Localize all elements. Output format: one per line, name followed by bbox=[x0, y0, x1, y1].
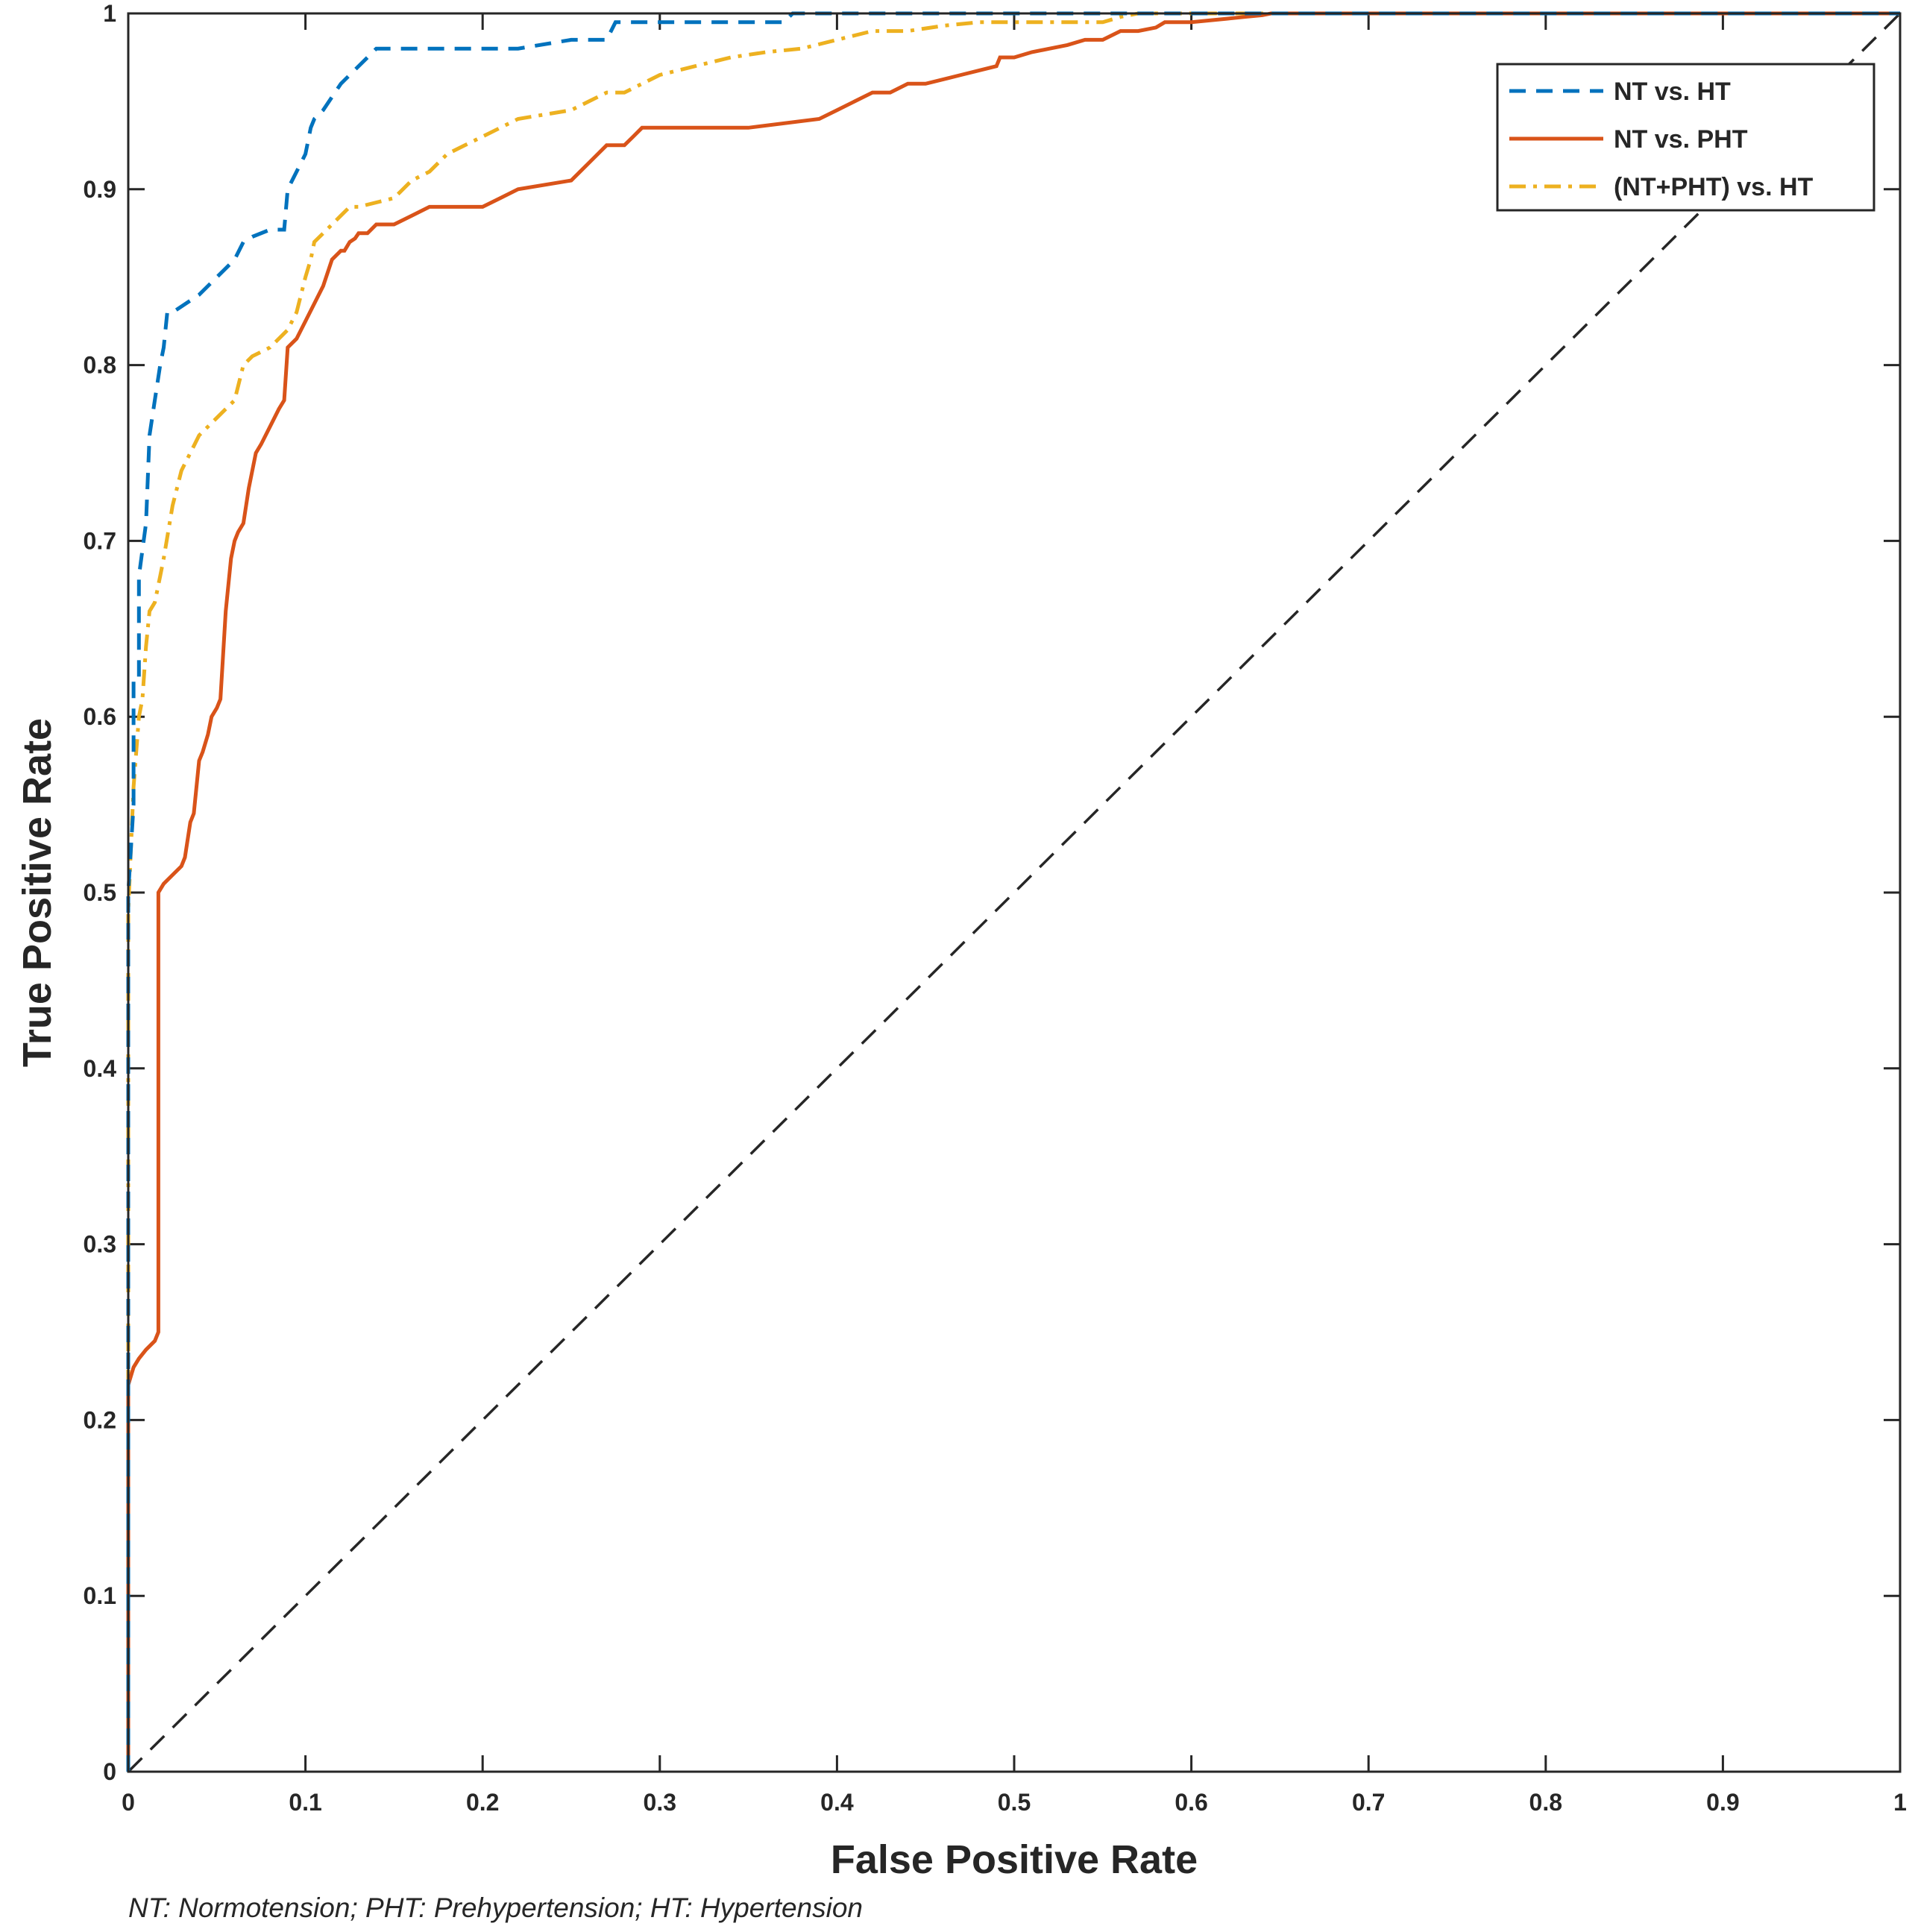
legend-label: (NT+PHT) vs. HT bbox=[1614, 173, 1814, 201]
y-tick-label: 0.2 bbox=[84, 1406, 116, 1433]
y-tick-label: 0.9 bbox=[84, 176, 116, 203]
x-tick-label: 0 bbox=[122, 1789, 135, 1816]
x-tick-label: 0.5 bbox=[998, 1789, 1031, 1816]
x-tick-label: 1 bbox=[1893, 1789, 1907, 1816]
series-line-chance bbox=[127, 12, 1902, 1773]
y-tick-label: 0.7 bbox=[84, 527, 116, 554]
y-tick-label: 0.1 bbox=[84, 1582, 116, 1609]
plot-frame bbox=[127, 12, 1902, 1773]
y-tick-label: 0.8 bbox=[84, 352, 116, 379]
y-tick-label: 1 bbox=[103, 0, 116, 27]
legend-label: NT vs. HT bbox=[1614, 78, 1731, 106]
x-tick-label: 0.9 bbox=[1706, 1789, 1739, 1816]
x-tick-label: 0.4 bbox=[820, 1789, 854, 1816]
legend-label: NT vs. PHT bbox=[1614, 125, 1748, 154]
x-tick-label: 0.1 bbox=[289, 1789, 321, 1816]
x-tick-label: 0.2 bbox=[466, 1789, 499, 1816]
axis-ticks bbox=[127, 12, 1902, 1773]
x-tick-label: 0.3 bbox=[644, 1789, 676, 1816]
y-tick-label: 0.3 bbox=[84, 1231, 116, 1258]
x-axis-title: False Positive Rate bbox=[831, 1837, 1198, 1882]
x-tick-label: 0.8 bbox=[1529, 1789, 1562, 1816]
legend: NT vs. HT NT vs. PHT (NT+PHT) vs. HT bbox=[1496, 63, 1875, 212]
series-line-nt-pht-vs-ht bbox=[126, 11, 1900, 1772]
footnote: NT: Normotension; PHT: Prehypertension; … bbox=[128, 1892, 863, 1923]
series-line-nt-vs-ht bbox=[126, 11, 1900, 1772]
y-tick-label: 0 bbox=[103, 1758, 116, 1785]
series-line-nt-vs-pht bbox=[126, 11, 1900, 1772]
series-layer bbox=[126, 11, 1902, 1773]
x-tick-label: 0.6 bbox=[1175, 1789, 1207, 1816]
y-axis-title: True Positive Rate bbox=[15, 718, 60, 1067]
y-tick-label: 0.5 bbox=[84, 879, 116, 906]
y-tick-label: 0.4 bbox=[84, 1055, 117, 1082]
tick-labels: 0 0.1 0.2 0.3 0.4 0.5 0.6 0.7 0.8 0.9 1 0 0.1 0.2 0.3 0… bbox=[84, 0, 1907, 1816]
y-tick-label: 0.6 bbox=[84, 703, 116, 730]
x-tick-label: 0.7 bbox=[1352, 1789, 1385, 1816]
